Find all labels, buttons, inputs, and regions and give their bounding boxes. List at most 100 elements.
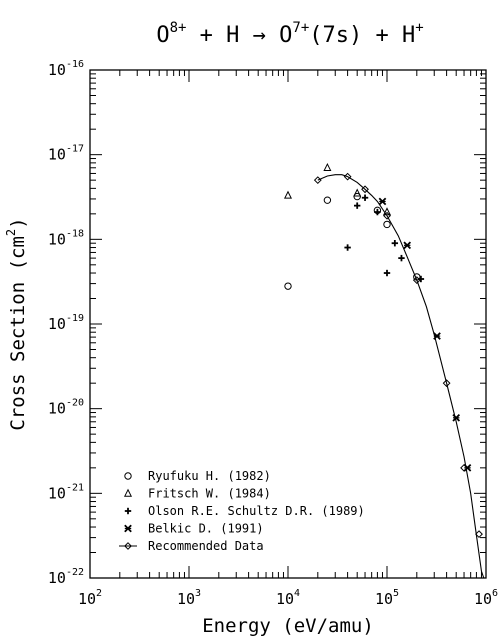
point-series-2 [391, 240, 399, 247]
point-series-1 [283, 190, 293, 199]
legend-label: Fritsch W. (1984) [148, 487, 271, 501]
plot-frame [89, 69, 487, 579]
title-text-part: + H → O [186, 23, 292, 48]
point-series-3 [378, 197, 387, 206]
y-tick-label-base: 10 [48, 569, 66, 587]
point-series-2 [361, 194, 369, 201]
x-tick-label: 104 [276, 588, 300, 608]
title-text: O8+ + H → O7+(7s) + H+ [156, 20, 423, 48]
legend-marker [123, 488, 133, 497]
axis-tick-labels: 102 103 104 105 10610-1610-1710-1810-1910-20… [48, 59, 498, 608]
chart-title: O8+ + H → O7+(7s) + H+ [156, 20, 423, 48]
y-tick-label: 10-19 [48, 313, 84, 333]
legend-item: Belkic D. (1991) [124, 522, 264, 536]
point-series-3 [433, 332, 441, 340]
point-series-2 [383, 269, 391, 277]
y-tick-label-exp: -19 [66, 313, 84, 324]
x-tick-label-exp: 6 [492, 588, 498, 599]
legend-label: Recommended Data [148, 539, 264, 553]
title-text-part: O [156, 23, 169, 48]
y-tick-label: 10-18 [48, 228, 84, 248]
point-recommended [343, 172, 352, 181]
x-tick-label-base: 10 [177, 590, 195, 608]
x-tick-label-base: 10 [375, 590, 393, 608]
y-tick-label-exp: -17 [66, 144, 84, 155]
y-tick-label-exp: -16 [66, 59, 84, 70]
point-series-0 [323, 196, 332, 204]
point-recommended [460, 463, 468, 472]
legend: Ryufuku H. (1982) Fritsch W. (1984) Olson … [119, 469, 365, 553]
x-label-text: Energy (eV/amu) [202, 615, 374, 637]
title-text-part: 8+ [170, 20, 187, 36]
x-tick-label-base: 10 [474, 590, 492, 608]
point-recommended [313, 176, 322, 185]
point-recommended [383, 211, 391, 220]
y-tick-label-exp: -21 [66, 482, 84, 493]
point-series-0 [284, 282, 292, 290]
y-tick-label: 10-17 [48, 144, 84, 164]
legend-marker [124, 472, 132, 480]
x-tick-label-exp: 4 [294, 588, 300, 599]
y-label-text: Cross Section (cm2) [4, 217, 29, 430]
x-tick-label: 106 [474, 588, 498, 608]
data-points [283, 162, 483, 539]
point-recommended [442, 379, 451, 388]
point-series-2 [374, 208, 381, 216]
y-tick-label-base: 10 [48, 400, 66, 418]
y-tick-label-exp: -20 [66, 398, 84, 409]
point-series-1 [353, 188, 362, 197]
legend-item: Ryufuku H. (1982) [124, 469, 271, 483]
y-tick-label-base: 10 [48, 61, 66, 79]
x-tick-label: 102 [78, 588, 102, 608]
y-label-text-part: 2 [4, 229, 18, 236]
point-series-0 [383, 220, 391, 229]
point-series-3 [403, 241, 412, 250]
x-tick-label-base: 10 [276, 590, 294, 608]
legend-label: Ryufuku H. (1982) [148, 469, 271, 483]
point-series-2 [353, 202, 361, 209]
x-tick-label-exp: 3 [195, 588, 201, 599]
point-series-2 [344, 244, 351, 251]
y-label-text-part: ) [7, 217, 29, 228]
point-series-2 [398, 254, 405, 262]
title-text-part: (7s) + H [309, 23, 415, 48]
point-series-1 [382, 207, 392, 216]
legend-marker [124, 524, 132, 533]
point-series-0 [353, 192, 361, 201]
title-text-part: 7+ [292, 20, 309, 36]
axis-ticks [90, 70, 486, 578]
y-tick-label-exp: -22 [66, 567, 84, 578]
x-tick-label: 103 [177, 588, 201, 608]
y-tick-label-exp: -18 [66, 228, 84, 239]
y-tick-label-base: 10 [48, 484, 66, 502]
legend-label: Olson R.E. Schultz D.R. (1989) [148, 504, 365, 518]
legend-item: Fritsch W. (1984) [123, 487, 271, 501]
legend-marker [124, 542, 132, 550]
x-tick-label-exp: 5 [393, 588, 399, 599]
point-series-1 [323, 162, 332, 171]
point-series-3 [452, 413, 461, 422]
point-recommended [361, 185, 369, 194]
y-tick-label: 10-22 [48, 567, 84, 587]
x-tick-label-exp: 2 [96, 588, 102, 599]
point-recommended [412, 276, 421, 285]
y-tick-label-base: 10 [48, 230, 66, 248]
x-tick-label-base: 10 [78, 590, 96, 608]
y-tick-label-base: 10 [48, 146, 66, 164]
y-axis-label: Cross Section (cm2) [4, 217, 29, 430]
legend-item: Olson R.E. Schultz D.R. (1989) [124, 504, 365, 518]
title-text-part: + [415, 20, 423, 36]
x-tick-label: 105 [375, 588, 399, 608]
point-recommended [475, 530, 483, 539]
legend-marker [124, 507, 132, 515]
x-axis-label: Energy (eV/amu) [202, 615, 374, 637]
legend-label: Belkic D. (1991) [148, 522, 264, 536]
y-tick-label-base: 10 [48, 315, 66, 333]
y-tick-label: 10-21 [48, 482, 84, 502]
y-tick-label: 10-16 [48, 59, 84, 79]
y-tick-label: 10-20 [48, 398, 84, 418]
legend-item: Recommended Data [119, 539, 264, 553]
y-label-text-part: Cross Section (cm [7, 236, 29, 430]
plot-border [89, 69, 487, 579]
